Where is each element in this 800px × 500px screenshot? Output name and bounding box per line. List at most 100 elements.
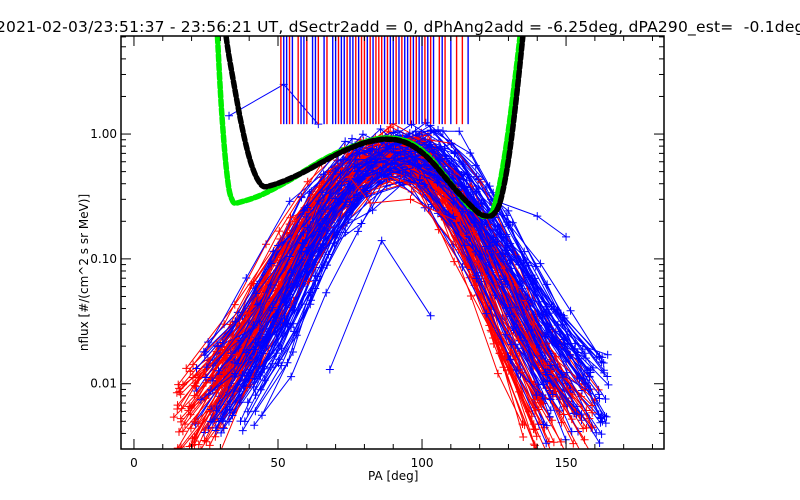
- plus-marker: [298, 238, 307, 247]
- plus-marker: [542, 307, 551, 316]
- plus-marker: [254, 334, 263, 343]
- plus-marker: [406, 169, 415, 178]
- plus-marker: [358, 172, 367, 181]
- plus-marker: [597, 358, 606, 367]
- plus-marker: [231, 317, 240, 326]
- plus-marker: [259, 272, 268, 281]
- plus-marker: [597, 430, 606, 439]
- plus-marker: [173, 401, 182, 410]
- plus-marker: [190, 433, 199, 442]
- plus-marker: [509, 322, 518, 331]
- plus-marker: [287, 372, 296, 381]
- plus-marker: [522, 258, 531, 267]
- plus-marker: [474, 260, 483, 269]
- plus-marker: [255, 317, 264, 326]
- plus-marker: [567, 427, 576, 436]
- plus-marker: [321, 205, 330, 214]
- plus-marker: [548, 390, 557, 399]
- y-tick-label: 1.00: [90, 127, 117, 141]
- plus-marker: [209, 406, 218, 415]
- plus-marker: [567, 415, 576, 424]
- plus-marker: [557, 437, 566, 446]
- plus-marker: [434, 125, 443, 134]
- plus-marker: [382, 182, 391, 191]
- plus-marker: [303, 267, 312, 276]
- plus-marker: [555, 339, 564, 348]
- plus-marker: [466, 292, 475, 301]
- plus-marker: [536, 259, 545, 268]
- plus-marker: [579, 424, 588, 433]
- blue-trace: [208, 166, 541, 426]
- plus-marker: [235, 387, 244, 396]
- plus-marker: [504, 206, 513, 215]
- x-tick-label: 100: [411, 456, 434, 470]
- plus-marker: [196, 395, 205, 404]
- trace-line: [212, 169, 538, 423]
- plus-marker: [352, 155, 361, 164]
- plus-marker: [242, 273, 251, 282]
- plus-marker: [393, 126, 402, 135]
- plus-marker: [390, 158, 399, 167]
- plus-marker: [217, 428, 226, 437]
- plus-marker: [374, 147, 383, 156]
- y-tick-label: 0.01: [90, 377, 117, 391]
- plus-marker: [541, 368, 550, 377]
- plus-marker: [186, 404, 195, 413]
- plus-marker: [507, 340, 516, 349]
- plus-marker: [236, 417, 245, 426]
- plus-marker: [190, 417, 199, 426]
- plus-marker: [581, 354, 590, 363]
- plus-marker: [518, 284, 527, 293]
- x-tick-label: 150: [555, 456, 578, 470]
- plus-marker: [199, 347, 208, 356]
- plus-marker: [549, 438, 558, 447]
- plus-marker: [562, 232, 571, 241]
- plus-marker: [341, 137, 350, 146]
- plus-marker: [493, 369, 502, 378]
- plus-marker: [523, 271, 532, 280]
- plus-marker: [520, 421, 529, 430]
- blue-outlier-low: [325, 236, 435, 374]
- plus-marker: [218, 416, 227, 425]
- plus-marker: [580, 453, 588, 461]
- plus-marker: [579, 374, 588, 383]
- plus-marker: [333, 228, 342, 237]
- blue-trace: [250, 124, 588, 383]
- x-axis-label: PA [deg]: [368, 469, 418, 483]
- plus-marker: [391, 148, 400, 157]
- plus-marker: [421, 118, 430, 127]
- plus-marker: [339, 155, 348, 164]
- plus-marker: [291, 244, 300, 253]
- plus-marker: [455, 127, 464, 136]
- plus-marker: [176, 390, 185, 399]
- plus-marker: [382, 143, 391, 152]
- plus-marker: [178, 427, 187, 436]
- plus-marker: [471, 247, 480, 256]
- plus-marker: [437, 188, 446, 197]
- plus-marker: [595, 394, 604, 403]
- plus-marker: [336, 169, 345, 178]
- plus-marker: [192, 364, 201, 373]
- plus-marker: [580, 349, 589, 358]
- plus-marker: [496, 349, 505, 358]
- vertical-marker-layer: [280, 36, 469, 125]
- plus-marker: [554, 342, 563, 351]
- plus-marker: [498, 249, 507, 258]
- plus-marker: [182, 364, 191, 373]
- plus-marker: [599, 358, 608, 367]
- plus-marker: [202, 373, 211, 382]
- plus-marker: [252, 289, 261, 298]
- plus-marker: [177, 417, 186, 426]
- plus-marker: [376, 124, 385, 133]
- plus-marker: [302, 212, 311, 221]
- plus-marker: [566, 306, 575, 315]
- plus-marker: [441, 152, 450, 161]
- plus-marker: [472, 271, 481, 280]
- plus-marker: [322, 288, 331, 297]
- plus-marker: [558, 373, 567, 382]
- plus-marker: [219, 424, 228, 433]
- plus-marker: [256, 385, 265, 394]
- plus-marker: [546, 361, 555, 370]
- plus-marker: [194, 419, 203, 428]
- plus-marker: [377, 236, 386, 245]
